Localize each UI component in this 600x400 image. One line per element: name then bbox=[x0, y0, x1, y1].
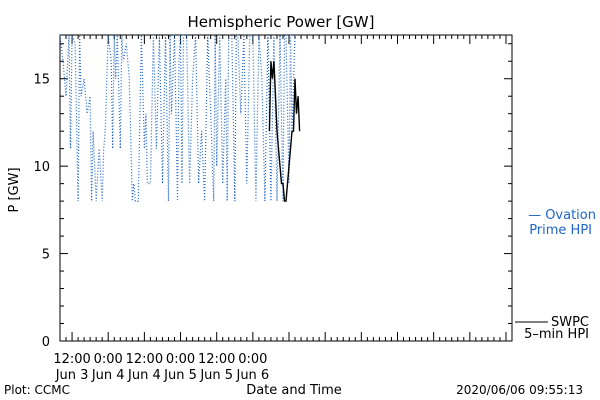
legend-ovation-line2: Prime HPI bbox=[529, 223, 592, 238]
x-tick-time-label: 0:00 bbox=[166, 352, 195, 367]
x-tick-time-label: 12:00 bbox=[198, 352, 235, 367]
footer-plot-source: Plot: CCMC bbox=[4, 383, 70, 397]
x-tick-time-label: 0:00 bbox=[94, 352, 123, 367]
x-tick-date-label: Jun 4 bbox=[91, 368, 125, 383]
x-tick-date-label: Jun 4 bbox=[127, 368, 161, 383]
y-tick-label: 0 bbox=[42, 335, 50, 350]
legend-swpc-line1: SWPC bbox=[551, 315, 589, 330]
plot-frame bbox=[59, 34, 513, 342]
x-tick-time-label: 12:00 bbox=[126, 352, 163, 367]
legend-swpc-line2: 5–min HPI bbox=[524, 327, 589, 342]
x-tick-date-label: Jun 6 bbox=[235, 368, 269, 383]
series-layer bbox=[59, 34, 301, 202]
x-tick-date-label: Jun 5 bbox=[163, 368, 197, 383]
x-tick-time-label: 0:00 bbox=[238, 352, 267, 367]
x-axis-label: Date and Time bbox=[246, 383, 342, 398]
x-tick-date-label: Jun 3 bbox=[55, 368, 89, 383]
y-tick-label: 10 bbox=[33, 160, 50, 175]
x-tick-date-label: Jun 5 bbox=[199, 368, 233, 383]
y-tick-label: 15 bbox=[33, 73, 50, 88]
y-tick-label: 5 bbox=[42, 248, 50, 263]
y-axis-label: P [GW] bbox=[7, 167, 22, 212]
series-ovation-prime-hpi bbox=[59, 34, 296, 202]
footer-timestamp: 2020/06/06 09:55:13 bbox=[456, 383, 583, 397]
legend-ovation-line1: — Ovation bbox=[528, 208, 596, 223]
x-tick-time-label: 12:00 bbox=[53, 352, 90, 367]
chart-title: Hemispheric Power [GW] bbox=[188, 13, 375, 31]
y-axis-label-group: P [GW] bbox=[7, 167, 22, 212]
series-swpc-5min-hpi bbox=[268, 61, 301, 202]
y-axis: 0 5 10 15 bbox=[33, 43, 512, 350]
